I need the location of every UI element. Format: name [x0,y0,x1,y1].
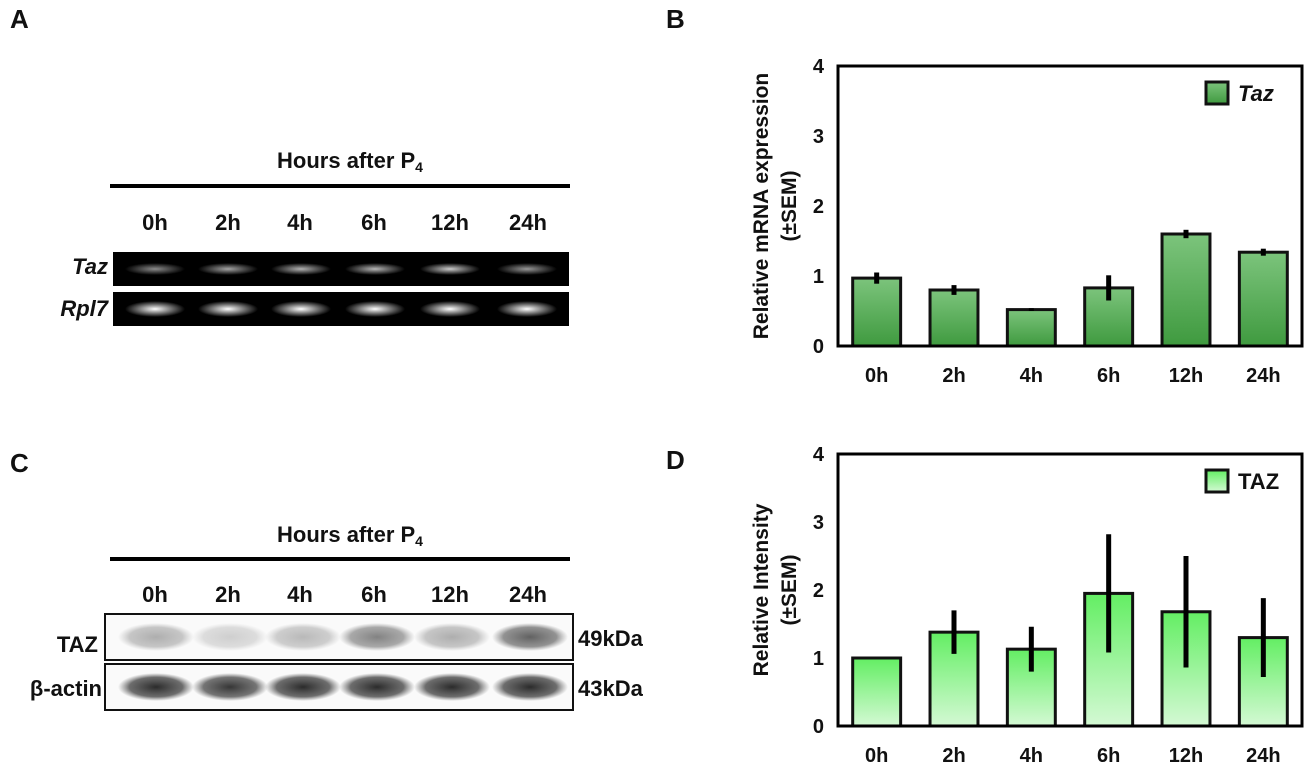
blot-c-row-label-actin: β-actin [29,676,102,701]
rpl7-gel-band [198,301,258,317]
gel-a-lane-label: 4h [287,210,313,235]
taz-gel-band [497,263,557,275]
panel-label-c: C [10,448,29,478]
blot-c-header: Hours after P4 [277,522,423,549]
taz-blot-band [492,623,568,651]
blot-c-taz-membrane [104,613,574,661]
gel-a-taz-strip [113,252,569,286]
plot-frame [836,452,1304,728]
x-tick-label: 2h [942,365,965,387]
x-tick-label: 12h [1169,745,1203,767]
actin-blot-band [265,673,341,701]
gel-a-rpl7-strip [113,292,569,326]
taz-blot-band [265,623,341,651]
rpl7-gel-band [125,301,185,317]
blot-c-lane-label: 6h [361,582,387,607]
y-tick-label: 0 [813,716,824,738]
gel-a-lane-label: 0h [142,210,168,235]
taz-gel-band [420,263,480,275]
chart-d-relative-intensity: 0 1 2 3 4 Relative Intensity (±SEM) 0h 2h 4h 6h 12h… [750,444,1304,767]
legend-swatch [1204,80,1230,106]
blot-c-header-rule [110,557,570,561]
gel-a-rpl7-bands [125,301,557,317]
blot-c-size-actin: 43kDa [578,676,643,701]
blot-c-lane-label: 2h [215,582,241,607]
taz-gel-band [198,263,258,275]
y-tick-label: 3 [813,126,824,148]
blot-c-lane-label: 24h [509,582,547,607]
legend-label: Taz [1238,81,1274,106]
rpl7-gel-band [420,301,480,317]
chart-b-mrna-expression: 0 1 2 3 4 Relative mRNA expression (±SEM) 0h 2h 4… [750,56,1304,387]
y-tick-label: 4 [813,444,825,466]
x-tick-label: 0h [865,365,888,387]
panel-label-b: B [666,4,685,34]
x-tick-label: 4h [1020,365,1043,387]
x-tick-label: 6h [1097,365,1120,387]
plot-frame [836,64,1304,348]
gel-a-row-label-taz: Taz [72,254,108,279]
blot-c-lane-label: 0h [142,582,168,607]
taz-blot-band [118,623,194,651]
y-tick-label: 1 [813,648,824,670]
blot-c-lane-label: 12h [431,582,469,607]
bar [1237,250,1289,348]
actin-blot-band [414,673,490,701]
actin-blot-band [192,673,268,701]
x-tick-label: 0h [865,745,888,767]
actin-blot-band [339,673,415,701]
y-axis-label: (±SEM) [778,554,801,625]
blot-c-taz-bands [118,623,568,651]
bar [1005,308,1057,348]
blot-c-row-label-taz: TAZ [56,632,98,657]
x-tick-label: 6h [1097,745,1120,767]
blot-c-actin-bands [118,673,568,701]
y-axis-label: Relative mRNA expression [750,73,773,340]
bar [1160,232,1212,348]
rpl7-gel-band [345,301,405,317]
gel-a-lane-label: 12h [431,210,469,235]
y-axis-label: (±SEM) [778,170,801,241]
gel-a-lane-label: 24h [509,210,547,235]
y-tick-label: 3 [813,512,824,534]
blot-c-size-taz: 49kDa [578,626,643,651]
taz-gel-band [345,263,405,275]
y-axis-label: Relative Intensity [750,503,773,676]
y-tick-label: 2 [813,196,824,218]
gel-a-header: Hours after P4 [277,148,423,175]
bar [851,656,903,728]
x-tick-label: 2h [942,745,965,767]
taz-blot-band [414,623,490,651]
panel-label-d: D [666,445,685,475]
gel-a-row-label-rpl7: Rpl7 [60,296,108,321]
y-tick-label: 4 [813,56,825,78]
y-tick-label: 2 [813,580,824,602]
taz-gel-band [125,263,185,275]
y-tick-label: 1 [813,266,824,288]
gel-a-header-rule [110,184,570,188]
taz-blot-band [192,623,268,651]
bar [851,276,903,348]
rpl7-gel-band [497,301,557,317]
x-tick-label: 4h [1020,745,1043,767]
gel-a-lane-label: 2h [215,210,241,235]
blot-c-actin-membrane [104,663,574,711]
actin-blot-band [118,673,194,701]
panel-label-a: A [10,4,29,34]
x-tick-label: 24h [1246,745,1280,767]
bar [928,288,980,348]
taz-blot-band [339,623,415,651]
rpl7-gel-band [271,301,331,317]
y-tick-label: 0 [813,336,824,358]
gel-a-lane-label: 6h [361,210,387,235]
legend-label: TAZ [1238,469,1279,494]
x-tick-label: 24h [1246,365,1280,387]
actin-blot-band [492,673,568,701]
blot-c-lane-label: 4h [287,582,313,607]
gel-a-taz-bands [125,263,557,275]
taz-gel-band [271,263,331,275]
legend-swatch [1204,468,1230,494]
x-tick-label: 12h [1169,365,1203,387]
